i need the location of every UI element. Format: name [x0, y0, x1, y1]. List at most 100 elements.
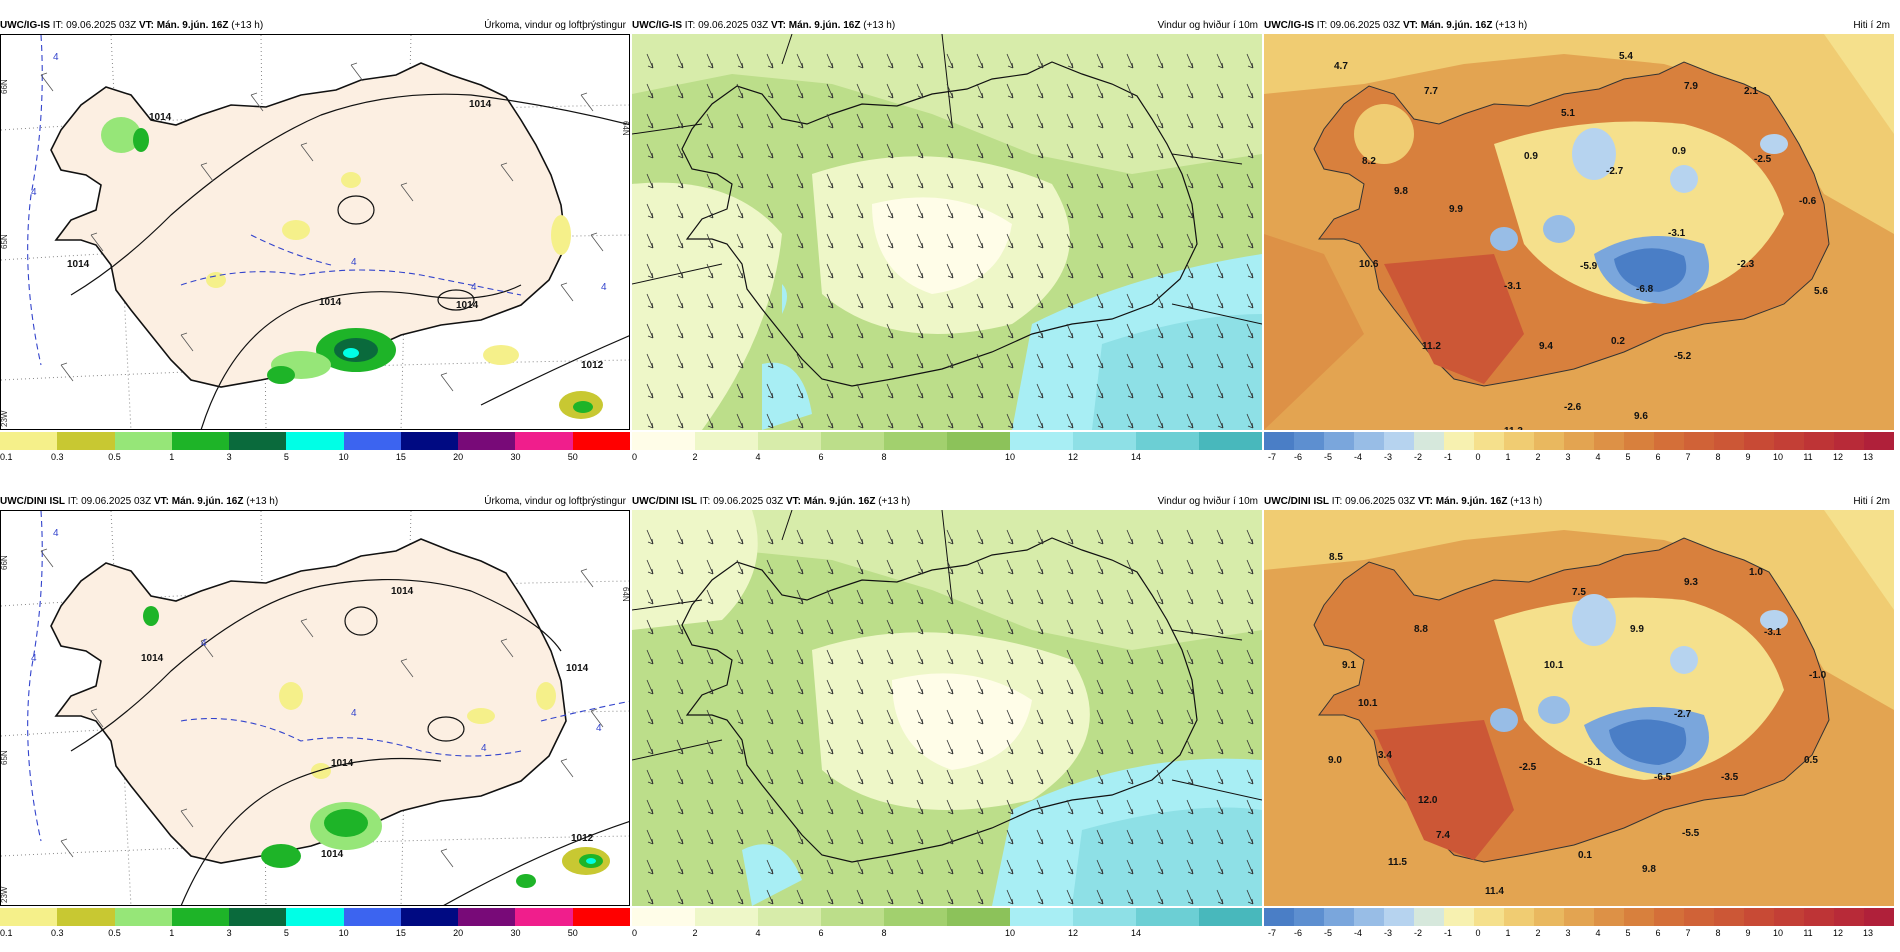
temp-value-label: -3.1: [1764, 627, 1782, 638]
colorbar-swatch: [1474, 908, 1504, 926]
temp-value-label: -0.6: [1799, 196, 1817, 207]
vt-value: Mán. 9.jún. 16Z: [1435, 496, 1508, 507]
colorbar-swatch: [458, 908, 516, 926]
dashed-isolines: [27, 35, 522, 366]
isobar-label: 1014: [67, 259, 90, 270]
colorbar-swatch: [1136, 908, 1199, 926]
colorbar-swatch: [695, 432, 758, 450]
it-label: IT:: [699, 496, 711, 507]
model-name: UWC/IG-IS: [0, 20, 50, 31]
temp-value-label: 0.2: [1611, 336, 1625, 347]
colorbar-swatch: [695, 908, 758, 926]
isoline-label: 4: [481, 743, 487, 754]
lead-time: (+13 h): [863, 20, 896, 31]
it-value: 09.06.2025 03Z: [713, 496, 784, 507]
it-value: 09.06.2025 03Z: [66, 20, 137, 31]
colorbar-tick: 7: [1685, 452, 1691, 462]
colorbar-tick: 0.5: [108, 928, 121, 938]
colorbar-tick: -1: [1443, 928, 1453, 938]
colorbar-tick: 11: [1803, 928, 1813, 938]
temp-value-label: 7.5: [1572, 587, 1586, 598]
wind-panel-bottom: UWC/DINI ISL IT: 09.06.2025 03Z VT: Mán.…: [632, 492, 1262, 952]
vt-value: Mán. 9.jún. 16Z: [788, 20, 861, 31]
colorbar-swatch: [400, 432, 459, 450]
wind-colorbar-ticks: 0 2 4 6 8 10 12 14: [632, 928, 1262, 940]
colorbar-tick: 10: [1772, 452, 1784, 462]
panel-title: Hiti í 2m: [1853, 496, 1890, 507]
colorbar-tick: 11: [1803, 452, 1813, 462]
temp-colorbar-ticks: -7 -6 -5 -4 -3 -2 -1 0 1 2 3 4 5 6 7 8 9 10 11 12 13: [1264, 452, 1894, 464]
wind-arrows: [646, 529, 1254, 905]
colorbar-swatch: [1594, 908, 1624, 926]
isoline-label: 4: [351, 708, 357, 719]
colorbar-swatch: [1564, 908, 1594, 926]
colorbar-swatch: [1354, 908, 1384, 926]
colorbar-tick: 8: [1715, 928, 1721, 938]
vt-label: VT:: [153, 496, 169, 507]
wind-colorbar-ticks: 0 2 4 6 8 10 12 14: [632, 452, 1262, 464]
isobar-label: 1014: [321, 849, 344, 860]
colorbar-swatch: [1714, 432, 1744, 450]
temp-panel-top: UWC/IG-IS IT: 09.06.2025 03Z VT: Mán. 9.…: [1264, 16, 1894, 476]
colorbar-swatch: [1804, 908, 1834, 926]
temp-value-label: -5.2: [1674, 351, 1692, 362]
colorbar-swatch: [947, 908, 1010, 926]
precip-panel-top: UWC/IG-IS IT: 09.06.2025 03Z VT: Mán. 9.…: [0, 16, 630, 476]
isobar-label: 1014: [391, 586, 414, 597]
colorbar-swatch: [1774, 432, 1804, 450]
temp-colorbar-ticks: -7 -6 -5 -4 -3 -2 -1 0 1 2 3 4 5 6 7 8 9 10 11 12 13: [1264, 928, 1894, 940]
isoline-label: 4: [53, 528, 59, 539]
colorbar-swatch: [884, 908, 947, 926]
isoline-label: 4: [201, 638, 207, 649]
temp-value-label: 5.1: [1561, 108, 1575, 119]
colorbar-tick: -2: [1413, 452, 1423, 462]
colorbar-tick: 1: [1505, 452, 1511, 462]
iceland-outline: [681, 537, 1198, 863]
colorbar-swatch: [229, 908, 287, 926]
vt-value: Mán. 9.jún. 16Z: [803, 496, 876, 507]
temp-value-label: 0.9: [1524, 151, 1538, 162]
colorbar-swatch: [1384, 908, 1414, 926]
colorbar-swatch: [1199, 432, 1262, 450]
colorbar-swatch: [57, 432, 115, 450]
pressure-labels: 1014 1014 1014 1012 1014 1014: [67, 99, 604, 371]
lon-label: 23W: [1, 886, 9, 903]
colorbar-swatch: [1384, 432, 1414, 450]
colorbar-swatch: [1774, 908, 1804, 926]
temp-value-label: 9.8: [1642, 864, 1656, 875]
colorbar-swatch: [515, 908, 573, 926]
colorbar-tick: 10: [338, 928, 349, 938]
temp-value-label: 9.8: [1394, 186, 1408, 197]
lon-label: 23W: [1, 410, 9, 427]
temp-value-label: 0.1: [1578, 850, 1592, 861]
wind-barbs: [40, 62, 604, 392]
temp-value-label: 4.7: [1334, 61, 1348, 72]
colorbar-tick: 8: [1715, 452, 1721, 462]
temp-value-label: 2.1: [1744, 86, 1758, 97]
lead-time: (+13 h): [1495, 20, 1528, 31]
model-name: UWC/IG-IS: [632, 20, 682, 31]
colorbar-swatch: [1504, 908, 1534, 926]
colorbar-tick: -7: [1268, 452, 1277, 462]
vt-value: Mán. 9.jún. 16Z: [1420, 20, 1493, 31]
vt-value: Mán. 9.jún. 16Z: [171, 496, 244, 507]
panel-title: Vindur og hviður í 10m: [1157, 20, 1258, 31]
colorbar-tick: 0.3: [51, 452, 64, 462]
it-value: 09.06.2025 03Z: [1330, 20, 1401, 31]
lat-label: 64N: [621, 121, 630, 136]
wind-colorbar: [632, 432, 1262, 450]
panel-header: UWC/DINI ISL IT: 09.06.2025 03Z VT: Mán.…: [0, 496, 630, 510]
colorbar-swatch: [286, 432, 344, 450]
colorbar-tick: 10: [1004, 928, 1016, 938]
colorbar-tick: 5: [283, 452, 289, 462]
temp-map: 8.5 9.3 1.0 7.5 8.8 9.9 -3.1 9.1 10.1 -1.0 10.1 -2.…: [1264, 510, 1894, 906]
colorbar-swatch: [632, 908, 695, 926]
colorbar-tick: -1: [1443, 452, 1453, 462]
temp-value-label: -2.7: [1674, 709, 1692, 720]
colorbar-tick: 50: [567, 452, 578, 462]
isobar-label: 1014: [319, 297, 342, 308]
colorbar-tick: 13: [1862, 452, 1874, 462]
colorbar-tick: 9: [1745, 928, 1751, 938]
vt-label: VT:: [770, 20, 786, 31]
wind-map: [632, 34, 1262, 430]
